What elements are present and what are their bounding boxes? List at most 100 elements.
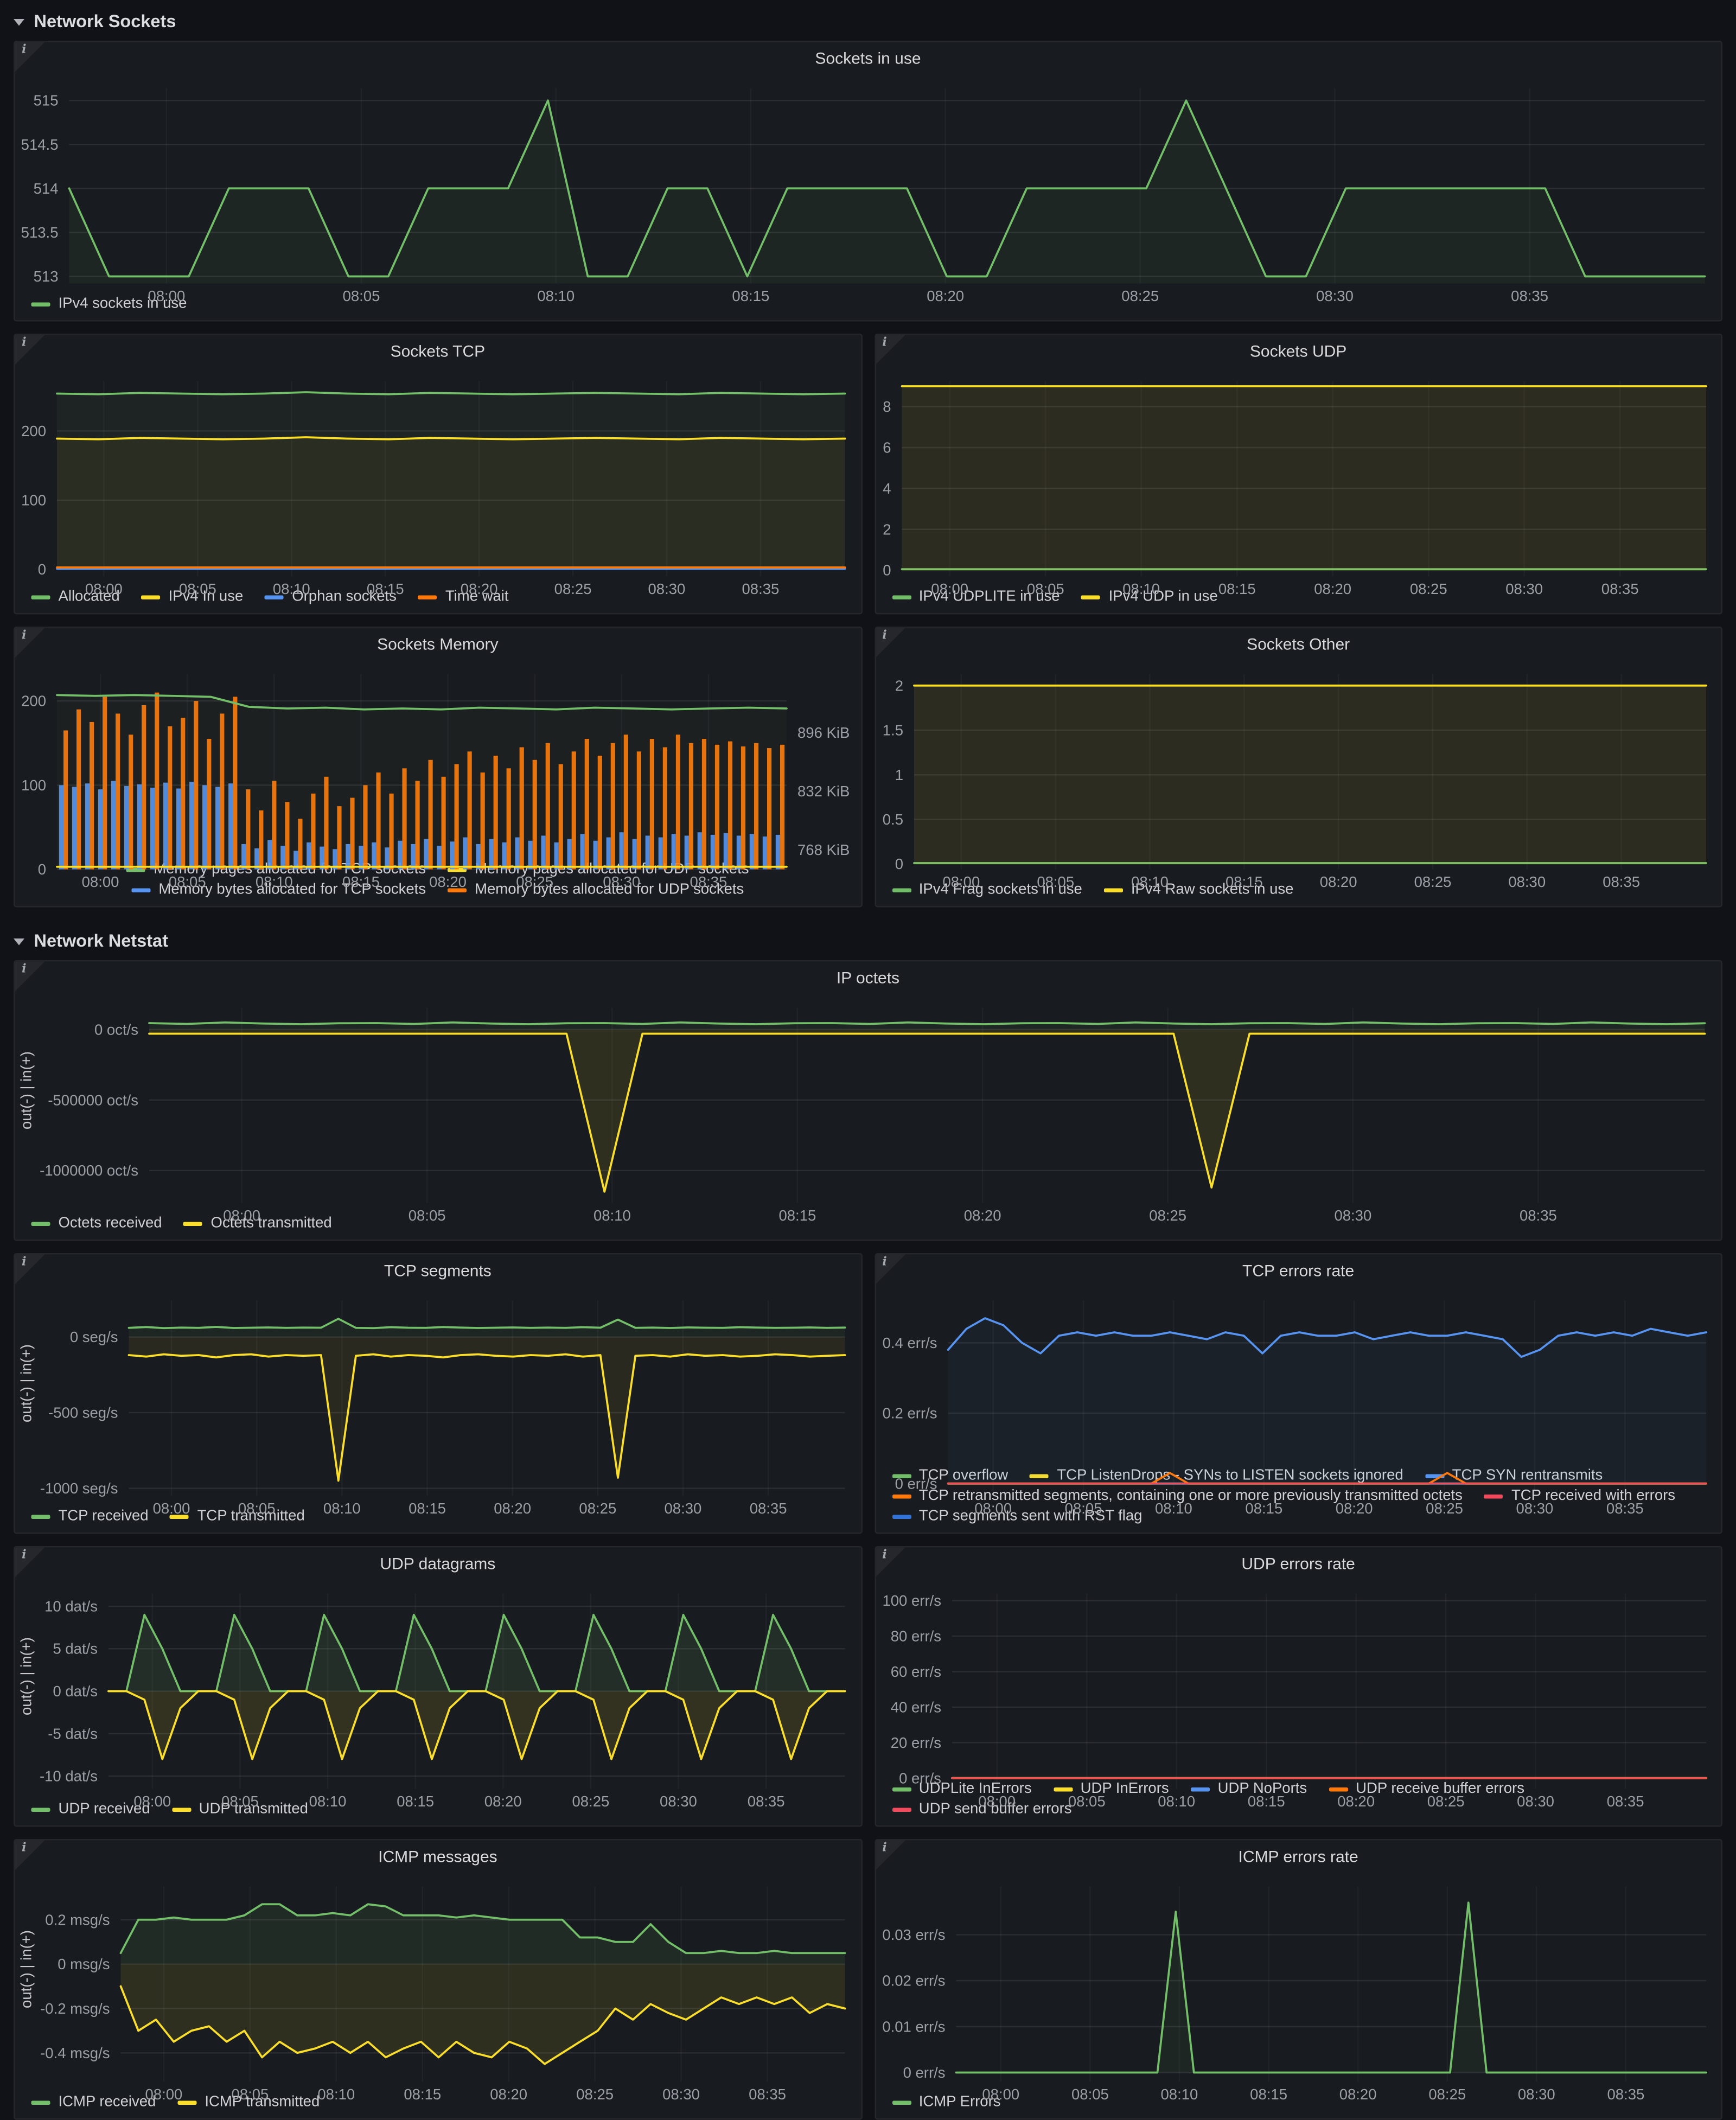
panel-title[interactable]: IP octets [836,968,900,987]
legend-series-color [141,595,161,599]
svg-text:08:10: 08:10 [309,1793,347,1810]
legend-item[interactable]: IPv4 Raw sockets in use [1103,882,1293,898]
tcp-segments-chart[interactable]: 0 seg/s -500 seg/s -1000 seg/s 08:00 08:05 08… [15,1287,861,1517]
legend-item[interactable]: Time wait [418,589,509,605]
legend-item[interactable]: UDP received [31,1801,150,1817]
panel-title[interactable]: Sockets UDP [1249,342,1347,361]
panel-title[interactable]: UDP errors rate [1241,1554,1355,1573]
legend: UDPLite InErrors UDP InErrors UDP NoPorts U… [876,1779,1721,1825]
sockets-other-chart[interactable]: 0 0.5 1 1.5 2 08:00 08:05 08:10 08:15 08:20 08:25 0… [876,661,1721,890]
legend-item[interactable]: IPv4 Frag sockets in use [891,882,1082,898]
svg-text:08:35: 08:35 [1511,288,1548,304]
udp-datagrams-chart[interactable]: 10 dat/s 5 dat/s 0 dat/s -5 dat/s -10 dat/s 0… [15,1580,861,1810]
svg-text:0: 0 [38,561,46,578]
panel-title[interactable]: UDP datagrams [380,1554,496,1573]
panel-title[interactable]: Sockets Other [1247,635,1350,654]
icmp-messages-chart[interactable]: 0.2 msg/s 0 msg/s -0.2 msg/s -0.4 msg/s 08:0… [15,1873,861,2103]
svg-text:0.2 msg/s: 0.2 msg/s [45,1911,110,1928]
panel-title[interactable]: TCP errors rate [1242,1261,1355,1280]
panel-title[interactable]: ICMP messages [378,1847,497,1866]
legend-item[interactable]: TCP segments sent with RST flag [891,1508,1142,1524]
legend-item[interactable]: UDP send buffer errors [891,1801,1072,1817]
svg-text:6: 6 [882,439,890,456]
sockets-udp-chart[interactable]: 0 2 4 6 8 08:00 08:05 08:10 08:15 08:20 08:25 08:30… [876,368,1721,597]
panel-title[interactable]: ICMP errors rate [1238,1847,1358,1866]
panel-title[interactable]: Sockets TCP [390,342,486,361]
svg-text:513: 513 [34,268,59,285]
panel-ip-octets: i IP octets 0 oct/s -500000 oct/s -1000000… [14,960,1722,1241]
svg-text:08:20: 08:20 [494,1500,531,1517]
svg-text:0 err/s: 0 err/s [894,1475,936,1492]
legend-series-color [1081,595,1101,599]
panel-udp-datagrams: i UDP datagrams 10 dat/s 5 dat/s 0 dat/s -5… [14,1546,862,1827]
sockets-tcp-chart[interactable]: 0 100 200 08:00 08:05 08:10 08:15 08:20 08:25 08:… [15,368,861,597]
legend-item[interactable]: IPv4 UDPLITE in use [891,589,1060,605]
svg-text:0.02 err/s: 0.02 err/s [882,1972,944,1989]
svg-text:0 oct/s: 0 oct/s [94,1021,138,1038]
svg-text:08:35: 08:35 [1606,2086,1644,2103]
legend-item[interactable]: TCP received with errors [1484,1488,1675,1504]
legend-item[interactable]: UDP NoPorts [1190,1781,1307,1797]
tcp-errors-rate-chart[interactable]: 0 err/s 0.2 err/s 0.4 err/s 08:00 08:05 08:10… [876,1287,1721,1517]
info-icon: i [22,43,27,57]
udp-errors-rate-chart[interactable]: 0 err/s 20 err/s 40 err/s 60 err/s 80 err/s 1… [876,1580,1721,1810]
svg-text:08:00: 08:00 [974,1500,1011,1517]
legend-series-color [31,302,50,306]
legend-item[interactable]: TCP overflow [891,1467,1008,1484]
svg-text:515: 515 [34,92,59,109]
legend-series-label: Memory bytes allocated for TCP sockets [158,882,426,898]
legend-item[interactable]: ICMP transmitted [177,2094,320,2110]
legend: Allocated IPv4 In use Orphan sockets Time w… [15,588,861,614]
sockets-memory-chart[interactable]: 0 100 200 08:00 08:05 08:10 08:15 08:20 08:25 08:… [15,661,861,890]
panel-title[interactable]: Sockets Memory [377,635,499,654]
legend-item[interactable]: Octets received [31,1215,162,1231]
svg-text:100: 100 [21,777,46,794]
svg-text:08:30: 08:30 [1515,1500,1553,1517]
svg-text:08:00: 08:00 [82,873,119,890]
legend-item[interactable]: Memory bytes allocated for UDP sockets [448,882,744,898]
legend-item[interactable]: IPv4 UDP in use [1081,589,1218,605]
legend-item[interactable]: TCP received [31,1508,149,1524]
icmp-errors-rate-chart[interactable]: 0 err/s 0.01 err/s 0.02 err/s 0.03 err/s 08:… [876,1873,1721,2103]
svg-text:40 err/s: 40 err/s [890,1698,941,1715]
svg-text:80 err/s: 80 err/s [890,1628,941,1645]
panel-title[interactable]: TCP segments [384,1261,492,1280]
legend-item[interactable]: UDP transmitted [171,1801,308,1817]
info-icon: i [882,1549,887,1562]
svg-text:08:05: 08:05 [238,1500,276,1517]
svg-text:08:15: 08:15 [409,1500,446,1517]
legend-item[interactable]: TCP SYN rentransmits [1425,1467,1603,1484]
legend-item[interactable]: ICMP Errors [891,2094,1001,2110]
legend-series-label: TCP ListenDrops - SYNs to LISTEN sockets… [1057,1467,1403,1484]
legend-item[interactable]: IPv4 sockets in use [31,296,187,312]
legend-item[interactable]: Octets transmitted [183,1215,332,1231]
legend-item[interactable]: TCP retransmitted segments, containing o… [891,1487,1463,1504]
legend-item[interactable]: ICMP received [31,2094,156,2110]
row-header-network-netstat[interactable]: Network Netstat [0,919,1736,960]
svg-text:08:05: 08:05 [1036,873,1074,890]
legend-item[interactable]: UDP InErrors [1053,1781,1169,1797]
legend-series-label: TCP retransmitted segments, containing o… [918,1487,1463,1504]
legend-item[interactable]: Allocated [31,589,120,605]
legend-item[interactable]: Orphan sockets [265,589,397,605]
panel-title[interactable]: Sockets in use [815,49,921,68]
legend-item[interactable]: Memory bytes allocated for TCP sockets [131,882,426,898]
row-title: Network Sockets [34,10,176,31]
legend-item[interactable]: TCP ListenDrops - SYNs to LISTEN sockets… [1030,1467,1403,1484]
sockets-in-use-chart[interactable]: 513 513.5 514 514.5 515 08:00 08:05 08:10 08:15 0… [15,75,1721,304]
svg-text:08:05: 08:05 [1068,1793,1105,1810]
svg-text:0: 0 [882,562,890,579]
row-header-network-sockets[interactable]: Network Sockets [0,0,1736,41]
svg-text:08:20: 08:20 [1319,873,1356,890]
legend-series-color [418,595,437,599]
svg-text:08:10: 08:10 [256,873,293,890]
legend-item[interactable]: UDP receive buffer errors [1329,1781,1524,1797]
svg-text:-0.2 msg/s: -0.2 msg/s [40,2000,110,2017]
legend-item[interactable]: TCP transmitted [170,1508,305,1524]
ip-octets-chart[interactable]: 0 oct/s -500000 oct/s -1000000 oct/s 08:00 0… [15,994,1721,1224]
legend-item[interactable]: IPv4 In use [141,589,243,605]
svg-text:08:10: 08:10 [593,1207,631,1224]
legend-item[interactable]: UDPLite InErrors [891,1781,1032,1797]
svg-text:08:15: 08:15 [342,873,380,890]
